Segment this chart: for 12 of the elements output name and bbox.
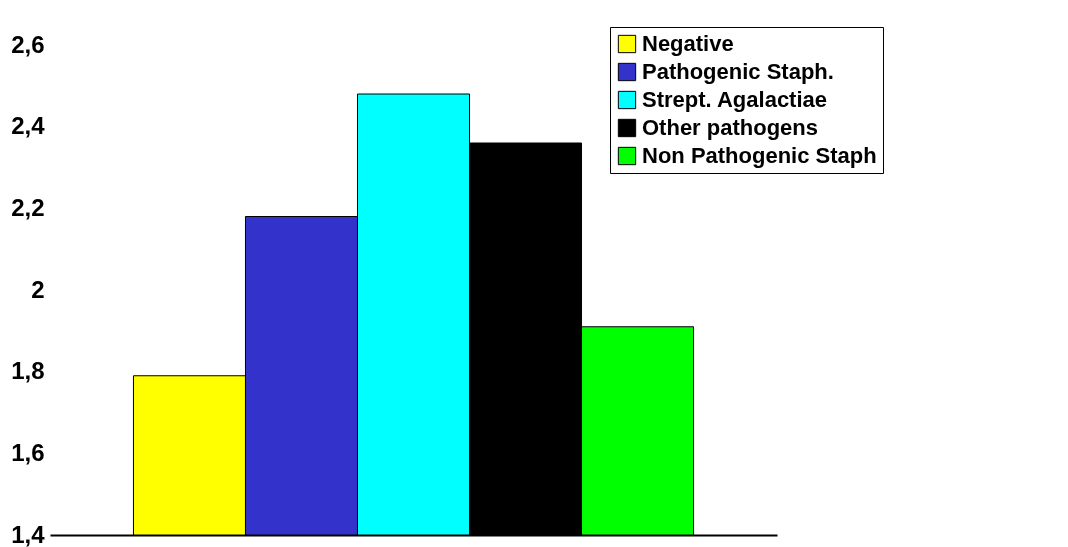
y-tick-label: 1,8 (11, 357, 45, 385)
y-tick-label: 2 (31, 275, 45, 303)
y-tick-label: 2,2 (11, 193, 45, 221)
y-tick-label: 2,4 (11, 112, 46, 140)
legend-label: Strept. Agalactiae (642, 87, 828, 112)
legend-label: Other pathogens (642, 115, 819, 140)
y-tick-label: 1,4 (11, 520, 46, 547)
legend-label: Pathogenic Staph. (642, 59, 834, 84)
y-tick-label: 1,6 (11, 438, 45, 466)
y-tick-label: 2,6 (11, 30, 45, 58)
legend-label: Negative (642, 31, 734, 56)
legend-label: Non Pathogenic Staph (642, 143, 877, 168)
